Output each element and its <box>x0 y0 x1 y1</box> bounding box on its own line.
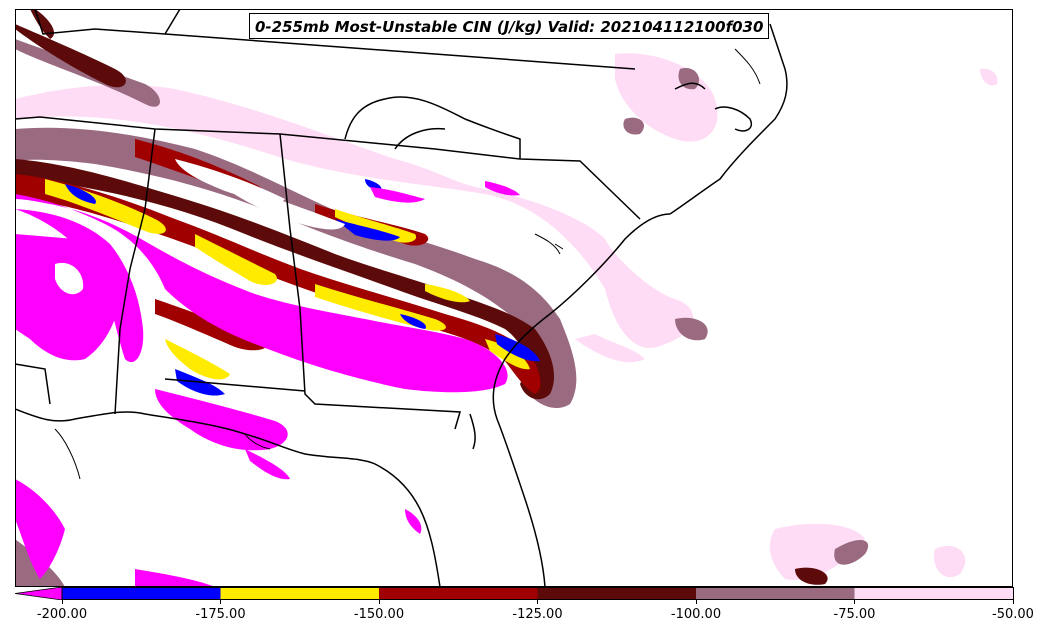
map-clear-patches <box>55 159 395 295</box>
colorbar-tick-label: -175.00 <box>195 607 246 622</box>
colorbar <box>15 587 1014 600</box>
colorbar-extend-triangle <box>15 587 63 600</box>
colorbar-tick-label: -100.00 <box>670 607 722 622</box>
colorbar-tick-label: -200.00 <box>36 607 88 622</box>
colorbar-tick-mark <box>854 600 855 604</box>
colorbar-tick-mark <box>695 600 697 604</box>
colorbar-tick-label: -150.00 <box>353 607 405 622</box>
colorbar-tick-label: -75.00 <box>833 607 876 622</box>
cin-contour-lt-200 <box>15 181 520 587</box>
coastline-details <box>54 48 761 480</box>
colorbar-tick-mark <box>1012 600 1014 604</box>
colorbar-bin <box>379 587 538 600</box>
colorbar-outline <box>61 587 1014 600</box>
colorbar-bin <box>220 587 380 600</box>
colorbar-tick-mark <box>378 600 380 604</box>
colorbar-tick-label: -125.00 <box>512 607 563 622</box>
map-title: 0-255mb Most-Unstable CIN (J/kg) Valid: … <box>249 13 770 39</box>
colorbar-bin <box>537 587 697 600</box>
map-panel <box>15 9 1013 587</box>
colorbar-tick-mark <box>537 600 538 604</box>
colorbar-tick-label: -50.00 <box>992 607 1034 622</box>
colorbar-tick-mark <box>220 600 221 604</box>
cin-map <box>15 9 998 587</box>
colorbar-bin <box>696 587 855 600</box>
cin-contour-125-100 <box>15 9 828 585</box>
colorbar-tick-mark <box>61 600 63 604</box>
colorbar-bin <box>62 587 221 600</box>
colorbar-bin <box>854 587 1014 600</box>
geographic-boundaries <box>15 9 788 587</box>
